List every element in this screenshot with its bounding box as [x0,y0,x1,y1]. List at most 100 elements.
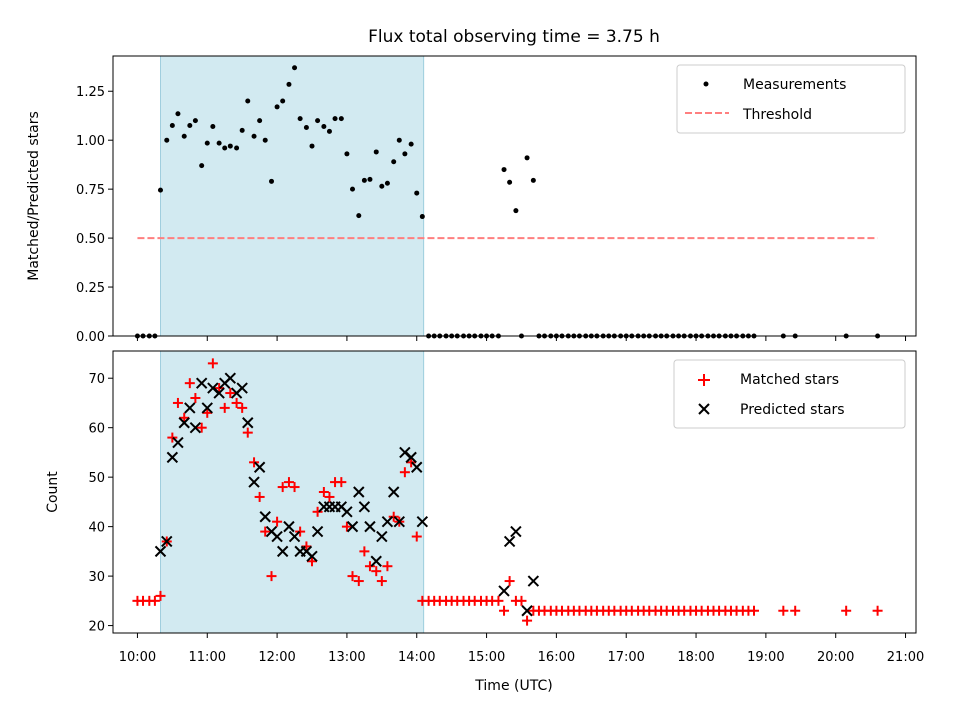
top-legend: Measurements Threshold [676,64,906,134]
measurement-point [321,123,327,129]
xtick-label: 19:00 [747,650,784,665]
predicted-star-point [253,461,266,473]
legend-matched-marker [698,374,710,386]
measurement-point [303,124,309,130]
measurement-point [297,116,303,122]
xtick-label: 21:00 [887,650,924,665]
predicted-star-point [276,545,289,558]
predicted-star-point [364,520,376,533]
measurement-point [501,167,507,173]
measurement-point [530,177,536,183]
xtick-label: 12:00 [258,650,295,665]
observing-time-shade-bottom [160,350,425,634]
predicted-star-point [527,575,540,587]
matched-star-point [516,595,527,606]
legend-measurements-marker [703,81,709,87]
matched-star-point [341,521,352,532]
measurement-point [326,128,332,134]
matched-star-point [295,526,306,537]
predicted-star-point [503,535,516,548]
matched-star-point [336,477,347,488]
predicted-star-point [283,520,295,533]
measurement-point [274,104,280,110]
matched-star-point [184,378,195,389]
measurement-point [204,140,210,146]
matched-star-point [254,491,265,502]
predicted-star-point [242,417,254,429]
predicted-star-point [387,486,400,498]
predicted-star-point [178,417,190,429]
matched-star-point [307,556,318,567]
top-ytick-label: 1.25 [76,85,105,100]
measurement-point [379,183,385,189]
bottom-ytick-label: 30 [88,570,105,585]
bottom-plot-frame [112,350,917,634]
predicted-star-point [288,530,301,543]
bottom-legend-box [673,359,906,429]
bottom-ytick-label: 70 [88,372,105,387]
measurement-point [216,140,222,146]
predicted-star-point [405,451,417,464]
measurement-point [164,137,170,143]
top-y-axis: 0.00 0.25 0.50 0.75 1.00 1.25 [76,85,113,345]
measurement-point [169,123,175,129]
observing-time-shade-top [160,55,425,337]
bottom-panel: 20 30 40 50 60 70 10:00 11:00 12:00 13:00 14:00 15… [45,350,924,694]
top-ytick-label: 1.00 [76,134,105,149]
matched-star-point [411,531,422,542]
measurement-point [338,116,344,122]
top-ytick-label: 0.00 [76,330,105,345]
measurement-point [361,177,367,183]
predicted-star-point [166,451,179,464]
matched-star-point [237,402,248,413]
matched-star-point [382,561,393,572]
top-panel: 0.00 0.25 0.50 0.75 1.00 1.25 Matched/Predict… [26,55,917,345]
predicted-star-point [416,515,429,528]
predicted-star-point [224,372,237,384]
matched-star-point [324,491,335,502]
matched-star-point [318,487,329,497]
predicted-star-point [172,436,184,449]
measurement-point [332,116,338,122]
measurement-point [192,118,198,124]
xtick-label: 11:00 [189,650,226,665]
measurement-point [280,98,286,104]
measurement-point [384,180,390,186]
matched-star-point [190,393,201,403]
measurement-point [408,141,414,147]
predicted-star-point [195,377,208,389]
legend-threshold-label: Threshold [742,107,812,123]
measurement-point [391,159,397,165]
top-legend-box [676,64,906,134]
matched-star-point [179,412,190,423]
matched-star-point [167,432,178,443]
predicted-star-point [306,550,318,563]
measurement-point [245,98,251,104]
measurement-point [227,143,233,149]
measurement-point [419,214,425,220]
top-ytick-label: 0.75 [76,183,105,198]
measurement-point [257,118,263,124]
measurement-point [234,145,240,151]
predicted-star-point [498,585,510,597]
matched-star-point [347,571,358,582]
matched-star-point [249,457,260,468]
measurement-point [507,179,513,185]
measurement-point [222,145,228,151]
top-ytick-label: 0.50 [76,232,105,247]
measurement-point [210,123,216,129]
measurement-point [251,133,257,139]
legend-matched-label: Matched stars [740,372,839,388]
predicted-star-point [370,555,382,567]
matched-star-point [312,506,323,517]
predicted-star-point [271,530,283,543]
matched-star-point [376,576,387,587]
legend-predicted-marker [698,403,710,415]
measurement-point [414,190,420,196]
matched-star-point [172,397,183,408]
matched-star-point [155,590,166,601]
measurement-point [175,111,181,117]
xtick-label: 14:00 [398,650,435,665]
predicted-star-point [213,387,225,399]
matched-star-point [499,605,510,616]
